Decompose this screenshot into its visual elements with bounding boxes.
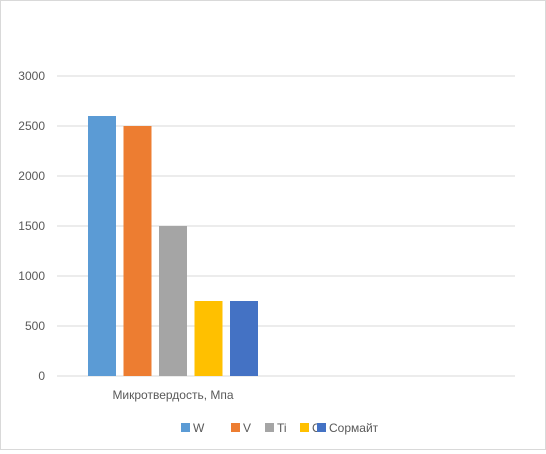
bars — [88, 116, 258, 376]
bar-ti — [159, 226, 187, 376]
legend-item-сормайт: Сормайт — [317, 421, 379, 435]
y-tick-label: 500 — [25, 319, 45, 333]
bar-v — [123, 126, 152, 376]
legend-label: Сормайт — [329, 421, 379, 435]
category-label: Микротвердость, Мпа — [112, 388, 233, 402]
bar-c — [194, 301, 223, 376]
y-tick-label: 2500 — [18, 119, 45, 133]
legend-label: C — [312, 421, 321, 435]
legend-label: V — [243, 421, 251, 435]
y-tick-label: 0 — [38, 369, 45, 383]
legend-swatch — [181, 423, 190, 432]
y-axis-tick-labels: 0 500 1000 1500 2000 2500 3000 — [18, 69, 45, 383]
legend: W V Ti C Сормайт — [181, 421, 379, 435]
legend-swatch — [300, 423, 309, 432]
legend-item-w: W — [181, 421, 205, 435]
legend-label: W — [193, 421, 205, 435]
x-axis-category-labels: Микротвердость, Мпа — [112, 388, 233, 402]
legend-item-v: V — [231, 421, 251, 435]
y-tick-label: 1500 — [18, 219, 45, 233]
legend-swatch — [231, 423, 240, 432]
legend-swatch — [317, 423, 326, 432]
legend-item-ti: Ti — [265, 421, 287, 435]
y-tick-label: 3000 — [18, 69, 45, 83]
y-tick-label: 1000 — [18, 269, 45, 283]
legend-swatch — [265, 423, 274, 432]
bar-w — [88, 116, 116, 376]
legend-item-c: C — [300, 421, 321, 435]
y-tick-label: 2000 — [18, 169, 45, 183]
legend-label: Ti — [277, 421, 287, 435]
bar-сормайт — [230, 301, 258, 376]
